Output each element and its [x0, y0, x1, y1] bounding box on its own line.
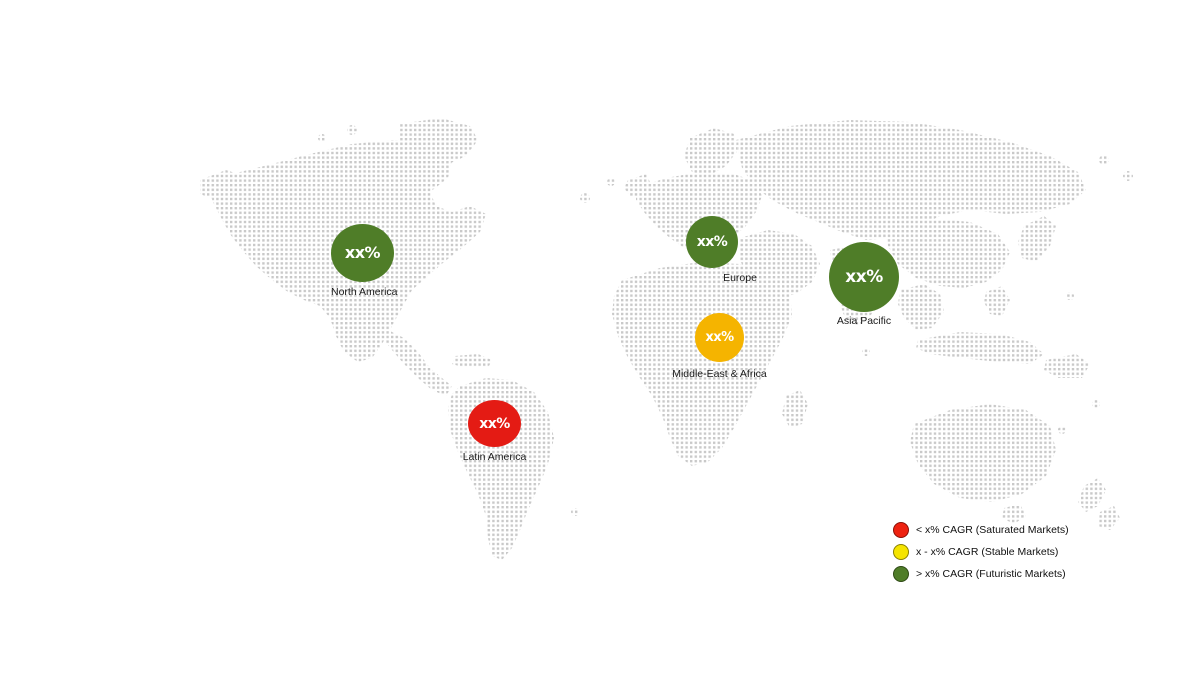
bubble-value-europe: xx% [696, 234, 728, 250]
region-label-north-america: North America [331, 286, 398, 298]
region-label-middle-east-africa: Middle-East & Africa [672, 368, 767, 380]
region-label-latin-america: Latin America [462, 451, 527, 463]
bubble-latin-america[interactable]: xx% [468, 400, 521, 447]
region-label-asia-pacific: Asia Pacific [836, 315, 892, 327]
legend: < x% CAGR (Saturated Markets) x - x% CAG… [893, 519, 1093, 585]
legend-row-stable: x - x% CAGR (Stable Markets) [893, 541, 1093, 563]
legend-label-stable: x - x% CAGR (Stable Markets) [916, 545, 1059, 558]
bubble-asia-pacific[interactable]: xx% [829, 242, 899, 312]
yellow-dot-icon [893, 544, 909, 560]
red-dot-icon [893, 522, 909, 538]
legend-label-futuristic: > x% CAGR (Futuristic Markets) [916, 567, 1066, 580]
region-label-europe: Europe [723, 272, 757, 284]
bubble-value-middle-east-africa: xx% [705, 330, 734, 345]
bubble-value-north-america: xx% [344, 243, 381, 262]
legend-row-saturated: < x% CAGR (Saturated Markets) [893, 519, 1093, 541]
bubble-value-asia-pacific: xx% [845, 266, 883, 287]
bubble-value-latin-america: xx% [479, 415, 510, 432]
bubble-north-america[interactable]: xx% [331, 224, 394, 282]
green-dot-icon [893, 566, 909, 582]
legend-label-saturated: < x% CAGR (Saturated Markets) [916, 523, 1069, 536]
legend-row-futuristic: > x% CAGR (Futuristic Markets) [893, 563, 1093, 585]
bubble-middle-east-africa[interactable]: xx% [695, 313, 744, 362]
bubble-europe[interactable]: xx% [686, 216, 738, 268]
